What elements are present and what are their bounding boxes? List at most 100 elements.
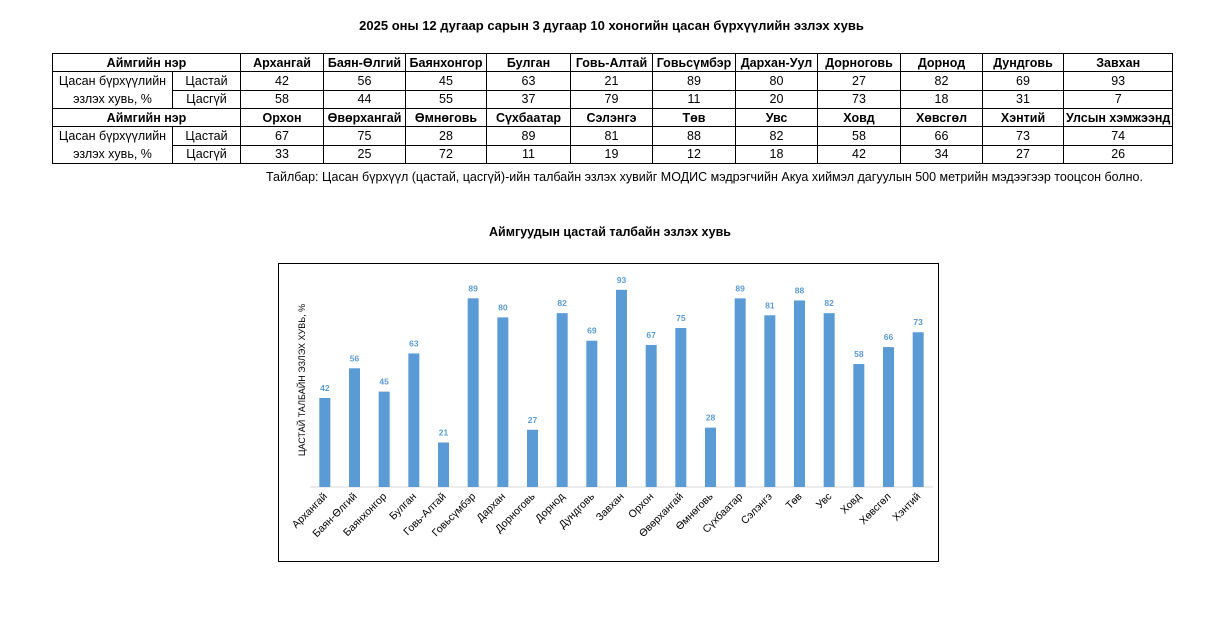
- row-sublabel: Цасгүй: [172, 89, 241, 109]
- bar: [349, 368, 360, 487]
- chart-frame: [278, 263, 939, 562]
- column-header: Дундговь: [982, 53, 1064, 72]
- page-title: 2025 оны 12 дугаар сарын 3 дугаар 10 хон…: [359, 18, 864, 33]
- column-header: Орхон: [240, 108, 324, 127]
- bar: [912, 332, 924, 487]
- bar: [823, 313, 835, 487]
- data-label: 89: [735, 283, 745, 293]
- data-label: 67: [646, 330, 656, 340]
- column-header: Архангай: [240, 53, 324, 72]
- cell: 74: [1062, 126, 1174, 146]
- data-label: 80: [498, 302, 508, 312]
- header-label: Аймгийн нэр: [52, 108, 241, 127]
- cell: 12: [652, 144, 736, 164]
- x-tick-label: Ховд: [838, 491, 864, 517]
- bar: [556, 313, 568, 487]
- bar: [497, 317, 509, 487]
- cell: 42: [240, 71, 324, 91]
- cell: 33: [240, 144, 324, 164]
- data-label: 81: [765, 300, 775, 310]
- column-header: Сүхбаатар: [486, 108, 571, 127]
- column-header: Баян-Өлгий: [323, 53, 406, 72]
- bar: [853, 364, 865, 487]
- cell: 19: [570, 144, 653, 164]
- note: Тайлбар: Цасан бүрхүүл (цастай, цасгүй)-…: [265, 170, 1143, 184]
- cell: 11: [486, 144, 571, 164]
- data-label: 82: [557, 298, 567, 308]
- bar: [883, 347, 894, 487]
- column-header: Ховд: [817, 108, 901, 127]
- data-label: 82: [824, 298, 834, 308]
- cell: 67: [240, 126, 324, 146]
- data-label: 58: [854, 349, 864, 359]
- bar: [438, 442, 449, 487]
- column-header: Дорнод: [900, 53, 983, 72]
- row-label: Цасан бүрхүүлийн эзлэх хувь, %: [52, 71, 173, 109]
- cell: 18: [735, 144, 818, 164]
- bar: [319, 397, 331, 487]
- x-tick-label: Завхан: [594, 490, 627, 523]
- data-label: 88: [795, 285, 805, 295]
- y-axis-label: Цастай талбайн эзлэх хувь, %: [296, 304, 307, 456]
- x-tick-label: Төв: [784, 490, 805, 511]
- column-header: Улсын хэмжээнд: [1062, 108, 1174, 127]
- chart-title: Аймгуудын цастай талбайн эзлэх хувь: [489, 225, 731, 239]
- data-label: 66: [884, 332, 894, 342]
- column-header: Сэлэнгэ: [570, 108, 653, 127]
- bar: [467, 298, 479, 487]
- cell: 66: [900, 126, 983, 146]
- cell: 21: [570, 71, 653, 91]
- bar: [586, 340, 598, 487]
- cell: 81: [570, 126, 653, 146]
- bar: [794, 300, 805, 487]
- cell: 89: [486, 126, 571, 146]
- cell: 11: [652, 89, 736, 109]
- x-tick-label: Сэлэнгэ: [739, 491, 775, 527]
- bar: [705, 427, 716, 487]
- column-header: Баянхонгор: [405, 53, 487, 72]
- column-header: Увс: [735, 108, 818, 127]
- cell: 45: [405, 71, 487, 91]
- column-header: Булган: [486, 53, 571, 72]
- bar: [616, 289, 627, 487]
- data-label: 93: [617, 275, 627, 285]
- x-tick-label: Увс: [814, 491, 834, 511]
- data-label: 56: [350, 353, 360, 363]
- cell: 34: [900, 144, 983, 164]
- row-label: Цасан бүрхүүлийн эзлэх хувь, %: [52, 126, 173, 164]
- data-label: 89: [468, 283, 478, 293]
- bar: [764, 315, 776, 487]
- cell: 72: [405, 144, 487, 164]
- cell: 79: [570, 89, 653, 109]
- cell: 56: [323, 71, 406, 91]
- column-header: Дархан-Уул: [735, 53, 818, 72]
- column-header: Говь-Алтай: [570, 53, 653, 72]
- data-label: 45: [379, 377, 389, 387]
- bar: [734, 298, 746, 487]
- x-tick-label: Хөвсгөл: [857, 491, 893, 527]
- column-header: Дорноговь: [817, 53, 901, 72]
- bar: [645, 344, 657, 487]
- bar: [527, 429, 538, 487]
- data-label: 63: [409, 338, 419, 348]
- column-header: Хөвсгөл: [900, 108, 983, 127]
- data-label: 28: [706, 413, 716, 423]
- cell: 88: [652, 126, 736, 146]
- column-header: Завхан: [1062, 53, 1174, 72]
- data-label: 75: [676, 313, 686, 323]
- data-table: Аймгийн нэр Архангай Баян-Өлгий Баянхонгор Б…: [52, 53, 1174, 164]
- cell: 73: [982, 126, 1064, 146]
- bar: [675, 328, 687, 487]
- bar: [378, 391, 390, 487]
- cell: 28: [405, 126, 487, 146]
- data-label: 42: [320, 383, 330, 393]
- data-label: 69: [587, 326, 597, 336]
- data-label: 27: [528, 415, 538, 425]
- cell: 75: [323, 126, 406, 146]
- data-label: 73: [913, 317, 923, 327]
- row-sublabel: Цастай: [172, 126, 241, 146]
- data-label: 21: [439, 427, 449, 437]
- cell: 26: [1062, 144, 1174, 164]
